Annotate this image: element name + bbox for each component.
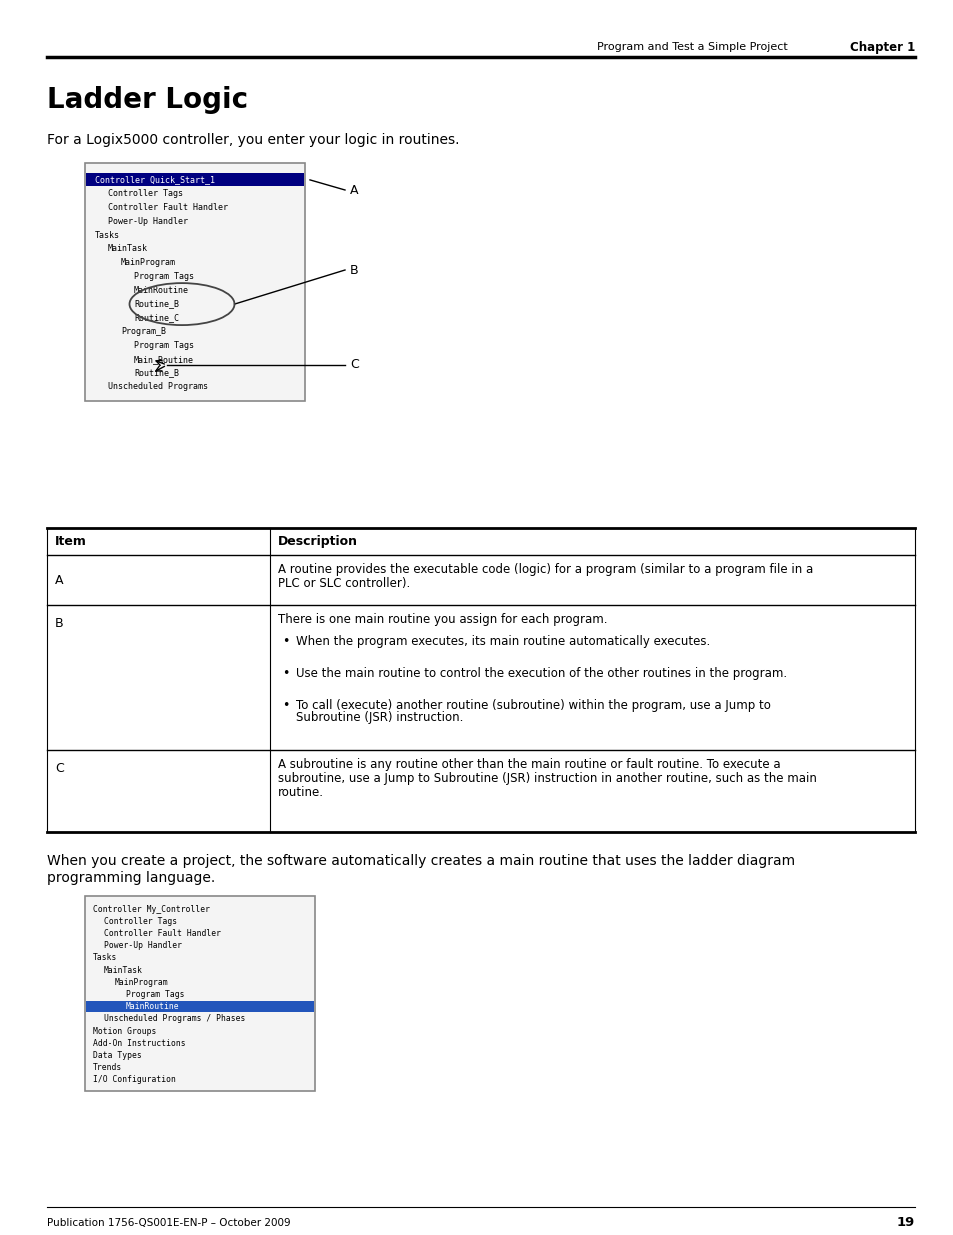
Text: Main_Routine: Main_Routine: [133, 354, 193, 364]
Text: To call (execute) another routine (subroutine) within the program, use a Jump to: To call (execute) another routine (subro…: [295, 699, 770, 713]
Bar: [86, 173, 304, 185]
Text: B: B: [350, 263, 358, 277]
Text: When you create a project, the software automatically creates a main routine tha: When you create a project, the software …: [47, 853, 794, 868]
Text: MainProgram: MainProgram: [121, 258, 175, 267]
Text: MainTask: MainTask: [108, 245, 148, 253]
Text: Unscheduled Programs: Unscheduled Programs: [108, 383, 208, 391]
Text: Program Tags: Program Tags: [133, 272, 193, 282]
Text: Power-Up Handler: Power-Up Handler: [104, 941, 182, 950]
Text: C: C: [55, 762, 64, 776]
Text: Controller Tags: Controller Tags: [104, 916, 177, 926]
Text: A routine provides the executable code (logic) for a program (similar to a progr: A routine provides the executable code (…: [277, 563, 812, 576]
Text: Tasks: Tasks: [95, 231, 120, 240]
Text: Program_B: Program_B: [121, 327, 166, 336]
Text: Item: Item: [55, 535, 87, 548]
Text: Motion Groups: Motion Groups: [92, 1026, 156, 1036]
Text: Tasks: Tasks: [92, 953, 117, 962]
Text: Chapter 1: Chapter 1: [849, 41, 914, 53]
Text: C: C: [350, 358, 358, 372]
Text: Controller Fault Handler: Controller Fault Handler: [104, 929, 221, 939]
Text: Unscheduled Programs / Phases: Unscheduled Programs / Phases: [104, 1014, 245, 1024]
Text: I/O Configuration: I/O Configuration: [92, 1076, 175, 1084]
Text: For a Logix5000 controller, you enter your logic in routines.: For a Logix5000 controller, you enter yo…: [47, 133, 459, 147]
Bar: [86, 1000, 314, 1011]
Text: •: •: [282, 699, 290, 713]
Text: Data Types: Data Types: [92, 1051, 142, 1060]
Text: A: A: [55, 573, 64, 587]
Text: Controller Tags: Controller Tags: [108, 189, 183, 198]
Text: Routine_B: Routine_B: [133, 368, 179, 378]
Text: Controller Fault Handler: Controller Fault Handler: [108, 203, 228, 212]
Bar: [85, 163, 305, 401]
Text: subroutine, use a Jump to Subroutine (JSR) instruction in another routine, such : subroutine, use a Jump to Subroutine (JS…: [277, 772, 816, 785]
Text: MainTask: MainTask: [104, 966, 143, 974]
Text: Program and Test a Simple Project: Program and Test a Simple Project: [597, 42, 787, 52]
Text: MainRoutine: MainRoutine: [126, 1002, 179, 1011]
Text: programming language.: programming language.: [47, 871, 215, 885]
Text: When the program executes, its main routine automatically executes.: When the program executes, its main rout…: [295, 635, 709, 648]
Text: Program Tags: Program Tags: [133, 341, 193, 350]
Text: MainProgram: MainProgram: [115, 978, 169, 987]
Text: Program Tags: Program Tags: [126, 990, 184, 999]
Text: •: •: [282, 635, 290, 648]
Text: Add-On Instructions: Add-On Instructions: [92, 1039, 186, 1047]
Text: •: •: [282, 667, 290, 680]
Text: There is one main routine you assign for each program.: There is one main routine you assign for…: [277, 613, 607, 626]
Text: Controller Quick_Start_1: Controller Quick_Start_1: [95, 175, 214, 184]
Text: A: A: [350, 184, 358, 196]
Text: Routine_B: Routine_B: [133, 300, 179, 309]
Text: B: B: [55, 618, 64, 630]
Text: A subroutine is any routine other than the main routine or fault routine. To exe: A subroutine is any routine other than t…: [277, 758, 780, 771]
Text: Description: Description: [277, 535, 357, 548]
Text: MainRoutine: MainRoutine: [133, 285, 189, 295]
Text: Ladder Logic: Ladder Logic: [47, 86, 248, 114]
Text: Publication 1756-QS001E-EN-P – October 2009: Publication 1756-QS001E-EN-P – October 2…: [47, 1218, 291, 1228]
Text: PLC or SLC controller).: PLC or SLC controller).: [277, 577, 410, 590]
Text: Trends: Trends: [92, 1063, 122, 1072]
Text: Subroutine (JSR) instruction.: Subroutine (JSR) instruction.: [295, 711, 463, 724]
Text: Use the main routine to control the execution of the other routines in the progr: Use the main routine to control the exec…: [295, 667, 786, 680]
Bar: [85, 897, 314, 1091]
Text: Controller My_Controller: Controller My_Controller: [92, 904, 210, 914]
Text: Power-Up Handler: Power-Up Handler: [108, 217, 188, 226]
Text: Routine_C: Routine_C: [133, 314, 179, 322]
Text: routine.: routine.: [277, 785, 324, 799]
Text: 19: 19: [896, 1216, 914, 1230]
